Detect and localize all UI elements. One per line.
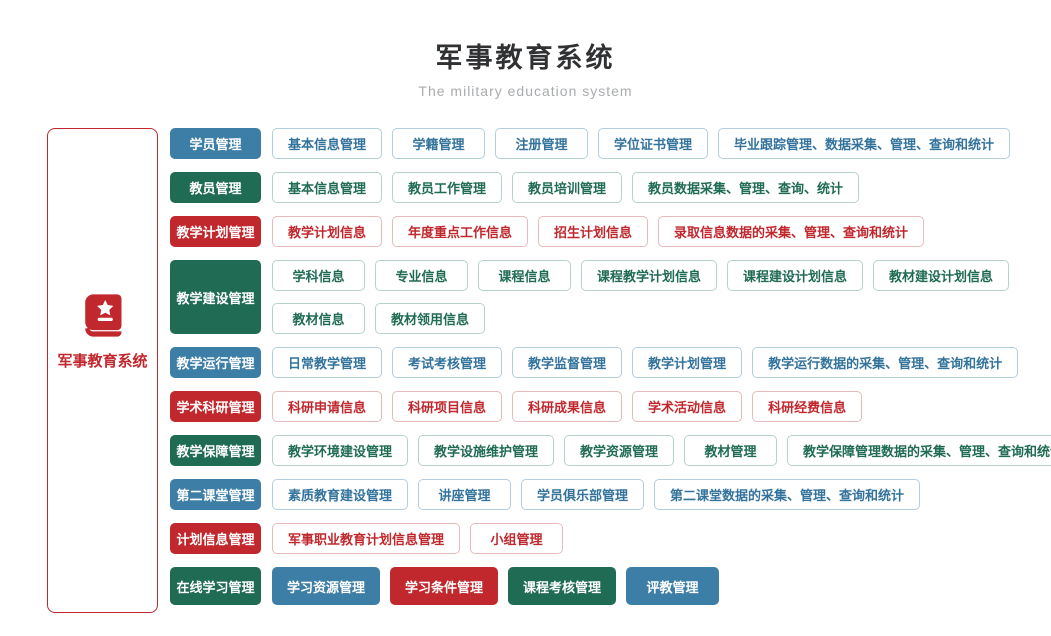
sub-item-lines: 基本信息管理 学籍管理 注册管理 学位证书管理 毕业跟踪管理、数据采集、管理、查询和统计 [272, 128, 1011, 159]
category-button[interactable]: 教员管理 [170, 172, 261, 203]
category-button[interactable]: 第二课堂管理 [170, 479, 261, 510]
sub-item-line: 军事职业教育计划信息管理 小组管理 [272, 523, 564, 554]
sub-item-button[interactable]: 讲座管理 [418, 479, 512, 510]
sub-item-button[interactable]: 教材建设计划信息 [873, 260, 1010, 291]
sub-item-lines: 教学计划信息 年度重点工作信息 招生计划信息 录取信息数据的采集、管理、查询和统计 [272, 216, 925, 247]
category-button[interactable]: 在线学习管理 [170, 567, 261, 605]
system-row: 教学计划管理 教学计划信息 年度重点工作信息 招生计划信息 录取信息数据的采集、管理、查… [170, 216, 1051, 247]
book-star-icon [85, 294, 122, 337]
page-title: 军事教育系统 [435, 43, 616, 73]
sub-item-button[interactable]: 教员培训管理 [512, 172, 623, 203]
sub-item-button[interactable]: 课程考核管理 [508, 567, 617, 605]
sub-item-button[interactable]: 考试考核管理 [392, 347, 503, 378]
sub-item-button[interactable]: 科研成果信息 [512, 391, 623, 422]
root-node-label: 军事教育系统 [57, 353, 148, 370]
sub-item-button[interactable]: 学习资源管理 [272, 567, 381, 605]
sub-item-button[interactable]: 毕业跟踪管理、数据采集、管理、查询和统计 [718, 128, 1011, 159]
system-row: 教学建设管理 学科信息 专业信息 课程信息 课程教学计划信息 课程建设计划信息 教材建设计划… [170, 260, 1051, 334]
page-header: 军事教育系统 The military education system [0, 42, 1051, 99]
sub-item-button[interactable]: 基本信息管理 [272, 172, 383, 203]
category-button[interactable]: 学员管理 [170, 128, 261, 159]
sub-item-line: 教学环境建设管理 教学设施维护管理 教学资源管理 教材管理 教学保障管理数据的采集、管理… [272, 435, 1051, 466]
sub-item-button[interactable]: 教学保障管理数据的采集、管理、查询和统计 [787, 435, 1051, 466]
sub-item-lines: 学科信息 专业信息 课程信息 课程教学计划信息 课程建设计划信息 教材建设计划信息 教材信息… [272, 260, 1010, 334]
sub-item-button[interactable]: 教员工作管理 [392, 172, 503, 203]
sub-item-line: 素质教育建设管理 讲座管理 学员俱乐部管理 第二课堂数据的采集、管理、查询和统计 [272, 479, 921, 510]
sub-item-lines: 日常教学管理 考试考核管理 教学监督管理 教学计划管理 教学运行数据的采集、管理、查询和… [272, 347, 1019, 378]
system-row: 教员管理 基本信息管理 教员工作管理 教员培训管理 教员数据采集、管理、查询、统计 [170, 172, 1051, 203]
sub-item-button[interactable]: 教学资源管理 [564, 435, 675, 466]
sub-item-lines: 素质教育建设管理 讲座管理 学员俱乐部管理 第二课堂数据的采集、管理、查询和统计 [272, 479, 921, 510]
sub-item-line: 学科信息 专业信息 课程信息 课程教学计划信息 课程建设计划信息 教材建设计划信息 [272, 260, 1010, 291]
sub-item-line: 学习资源管理 学习条件管理 课程考核管理 评教管理 [272, 567, 720, 605]
root-node-content: 军事教育系统 [57, 290, 148, 371]
sub-item-button[interactable]: 基本信息管理 [272, 128, 383, 159]
category-button[interactable]: 教学保障管理 [170, 435, 261, 466]
system-row: 在线学习管理 学习资源管理 学习条件管理 课程考核管理 评教管理 [170, 567, 1051, 605]
sub-item-lines: 军事职业教育计划信息管理 小组管理 [272, 523, 564, 554]
sub-item-lines: 科研申请信息 科研项目信息 科研成果信息 学术活动信息 科研经费信息 [272, 391, 863, 422]
sub-item-button[interactable]: 招生计划信息 [538, 216, 649, 247]
category-button[interactable]: 学术科研管理 [170, 391, 261, 422]
sub-item-button[interactable]: 学员俱乐部管理 [521, 479, 645, 510]
sub-item-button[interactable]: 学术活动信息 [632, 391, 743, 422]
sub-item-button[interactable]: 注册管理 [495, 128, 589, 159]
sub-item-lines: 教学环境建设管理 教学设施维护管理 教学资源管理 教材管理 教学保障管理数据的采集、管理… [272, 435, 1051, 466]
system-row: 教学保障管理 教学环境建设管理 教学设施维护管理 教学资源管理 教材管理 教学保障管理数据… [170, 435, 1051, 466]
sub-item-button[interactable]: 评教管理 [626, 567, 720, 605]
sub-item-button[interactable]: 课程教学计划信息 [581, 260, 718, 291]
category-button[interactable]: 教学计划管理 [170, 216, 261, 247]
sub-item-button[interactable]: 教材管理 [684, 435, 778, 466]
sub-item-button[interactable]: 教材领用信息 [375, 303, 486, 334]
sub-item-button[interactable]: 第二课堂数据的采集、管理、查询和统计 [654, 479, 921, 510]
sub-item-button[interactable]: 军事职业教育计划信息管理 [272, 523, 461, 554]
category-button[interactable]: 教学运行管理 [170, 347, 261, 378]
sub-item-line: 基本信息管理 学籍管理 注册管理 学位证书管理 毕业跟踪管理、数据采集、管理、查询和统计 [272, 128, 1011, 159]
sub-item-button[interactable]: 专业信息 [375, 260, 468, 291]
sub-item-line: 日常教学管理 考试考核管理 教学监督管理 教学计划管理 教学运行数据的采集、管理、查询和… [272, 347, 1019, 378]
sub-item-button[interactable]: 教员数据采集、管理、查询、统计 [632, 172, 860, 203]
sub-item-button[interactable]: 课程建设计划信息 [727, 260, 864, 291]
sub-item-button[interactable]: 录取信息数据的采集、管理、查询和统计 [658, 216, 925, 247]
sub-item-button[interactable]: 小组管理 [470, 523, 564, 554]
sub-item-button[interactable]: 教材信息 [272, 303, 365, 334]
system-root-node[interactable]: 军事教育系统 [47, 128, 158, 613]
sub-item-line: 基本信息管理 教员工作管理 教员培训管理 教员数据采集、管理、查询、统计 [272, 172, 860, 203]
sub-item-button[interactable]: 日常教学管理 [272, 347, 383, 378]
sub-item-button[interactable]: 教学监督管理 [512, 347, 623, 378]
sub-item-lines: 基本信息管理 教员工作管理 教员培训管理 教员数据采集、管理、查询、统计 [272, 172, 860, 203]
sub-item-lines: 学习资源管理 学习条件管理 课程考核管理 评教管理 [272, 567, 720, 605]
system-row: 教学运行管理 日常教学管理 考试考核管理 教学监督管理 教学计划管理 教学运行数据的采集、… [170, 347, 1051, 378]
sub-item-line: 教材信息 教材领用信息 [272, 303, 1009, 334]
sub-item-button[interactable]: 年度重点工作信息 [392, 216, 529, 247]
system-row: 学术科研管理 科研申请信息 科研项目信息 科研成果信息 学术活动信息 科研经费信息 [170, 391, 1051, 422]
sub-item-button[interactable]: 课程信息 [478, 260, 571, 291]
sub-item-button[interactable]: 学习条件管理 [390, 567, 499, 605]
sub-item-button[interactable]: 学位证书管理 [598, 128, 709, 159]
sub-item-button[interactable]: 科研项目信息 [392, 391, 503, 422]
sub-item-button[interactable]: 教学计划管理 [632, 347, 743, 378]
sub-item-button[interactable]: 素质教育建设管理 [272, 479, 409, 510]
system-row: 计划信息管理 军事职业教育计划信息管理 小组管理 [170, 523, 1051, 554]
sub-item-button[interactable]: 教学环境建设管理 [272, 435, 409, 466]
page-subtitle: The military education system [418, 83, 633, 100]
sub-item-button[interactable]: 教学计划信息 [272, 216, 383, 247]
rows: 学员管理 基本信息管理 学籍管理 注册管理 学位证书管理 毕业跟踪管理、数据采集、管理、查… [170, 128, 1051, 613]
diagram-layout: 军事教育系统 学员管理 基本信息管理 学籍管理 注册管理 学位证书管理 毕业跟踪管理、数据… [47, 128, 1051, 613]
sub-item-button[interactable]: 教学运行数据的采集、管理、查询和统计 [752, 347, 1019, 378]
category-button[interactable]: 计划信息管理 [170, 523, 261, 554]
sub-item-button[interactable]: 学籍管理 [392, 128, 486, 159]
sub-item-line: 科研申请信息 科研项目信息 科研成果信息 学术活动信息 科研经费信息 [272, 391, 863, 422]
system-row: 第二课堂管理 素质教育建设管理 讲座管理 学员俱乐部管理 第二课堂数据的采集、管理、查询… [170, 479, 1051, 510]
sub-item-button[interactable]: 科研经费信息 [752, 391, 863, 422]
sub-item-button[interactable]: 教学设施维护管理 [418, 435, 555, 466]
sub-item-button[interactable]: 学科信息 [272, 260, 365, 291]
system-row: 学员管理 基本信息管理 学籍管理 注册管理 学位证书管理 毕业跟踪管理、数据采集、管理、查… [170, 128, 1051, 159]
category-button[interactable]: 教学建设管理 [170, 260, 261, 334]
sub-item-button[interactable]: 科研申请信息 [272, 391, 383, 422]
sub-item-line: 教学计划信息 年度重点工作信息 招生计划信息 录取信息数据的采集、管理、查询和统计 [272, 216, 925, 247]
